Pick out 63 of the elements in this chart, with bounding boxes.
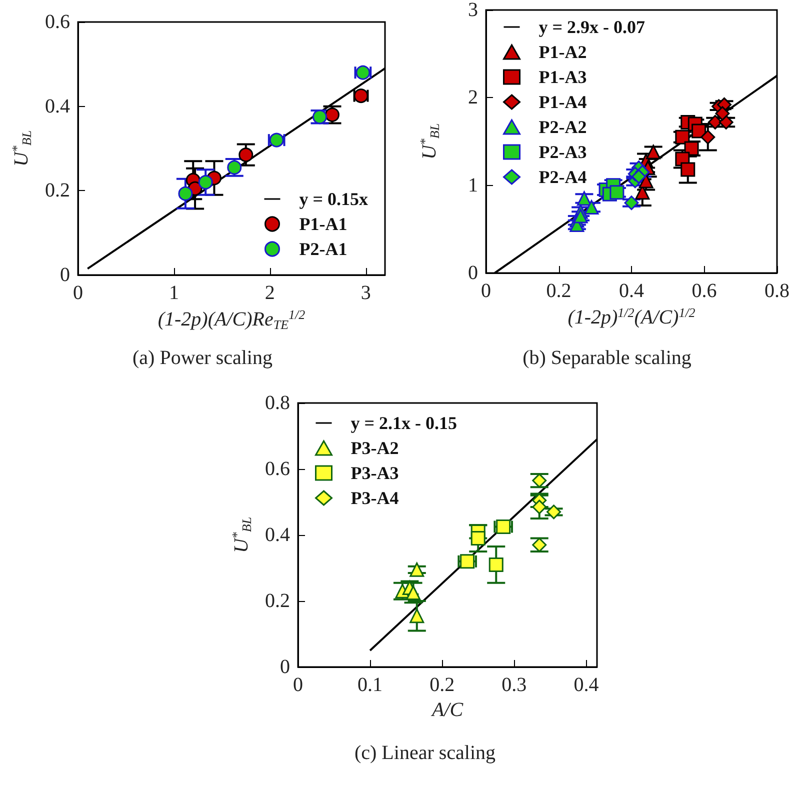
legend-label: P1-A2 (538, 42, 587, 62)
y-axis-title: U*BL (9, 130, 34, 167)
point (470, 531, 486, 546)
y-tick-label: 2 (468, 86, 478, 109)
point (325, 108, 340, 122)
point (178, 186, 193, 201)
point (198, 174, 213, 190)
legend-label: P2-A2 (538, 117, 587, 137)
x-tick-label: 0.4 (619, 280, 644, 302)
x-tick-label: 0.3 (502, 674, 527, 696)
y-axis-title: U*BL (229, 516, 254, 554)
x-tick-label: 3 (360, 282, 371, 304)
legend-label: P1-A4 (538, 92, 587, 112)
y-tick-label: 0.6 (265, 458, 290, 480)
x-tick-label: 0.1 (358, 674, 383, 696)
text: (c) Linear scaling (354, 742, 496, 764)
y-axis-title: U*BL (417, 123, 442, 160)
legend-label: y = 2.9x - 0.07 (538, 17, 646, 37)
y-tick-label: 1 (468, 174, 478, 196)
y-tick-label: 0 (60, 264, 70, 286)
legend-label: P2-A1 (299, 239, 348, 259)
x-tick-label: 0.6 (692, 280, 717, 302)
x-tick-label: 0.2 (430, 674, 455, 696)
text: (a) Power scaling (132, 347, 272, 369)
legend-label: P2-A3 (538, 142, 587, 162)
legend-label: P2-A4 (538, 167, 587, 187)
x-axis-title: A/C (430, 698, 464, 721)
point (700, 130, 716, 144)
y-tick-label: 0.4 (265, 524, 290, 546)
point (632, 169, 646, 184)
y-tick-label: 0.2 (265, 590, 290, 612)
legend-label: P1-A3 (538, 67, 587, 87)
y-tick-label: 0.6 (45, 11, 70, 33)
x-tick-label: 0.8 (764, 280, 790, 302)
point (406, 586, 421, 600)
point (488, 557, 504, 572)
point (312, 110, 328, 124)
legend-label: y = 2.1x - 0.15 (350, 413, 458, 433)
y-tick-label: 0.8 (265, 392, 290, 414)
point (532, 473, 547, 488)
x-tick-label: 0.2 (546, 280, 572, 302)
legend-label: y = 0.15x (299, 189, 368, 209)
point (410, 562, 424, 577)
x-tick-label: 0.4 (574, 674, 599, 696)
legend-label: P3-A4 (350, 488, 399, 508)
x-tick-label: 1 (168, 282, 179, 304)
y-tick-label: 0.4 (45, 95, 70, 118)
point (238, 148, 254, 162)
point (460, 554, 475, 569)
point (680, 162, 696, 177)
point (496, 520, 511, 534)
point (410, 608, 424, 624)
point (584, 200, 599, 214)
legend-label: P1-A1 (299, 214, 348, 234)
y-tick-label: 0 (280, 656, 290, 678)
point (227, 160, 242, 175)
y-tick-label: 0 (468, 262, 478, 284)
point (532, 538, 547, 552)
y-tick-label: 3 (468, 0, 478, 21)
legend-label: P3-A3 (350, 463, 399, 483)
y-tick-label: 0.2 (45, 180, 70, 202)
text: (b) Separable scaling (522, 347, 692, 369)
legend-label: P3-A2 (350, 438, 399, 458)
